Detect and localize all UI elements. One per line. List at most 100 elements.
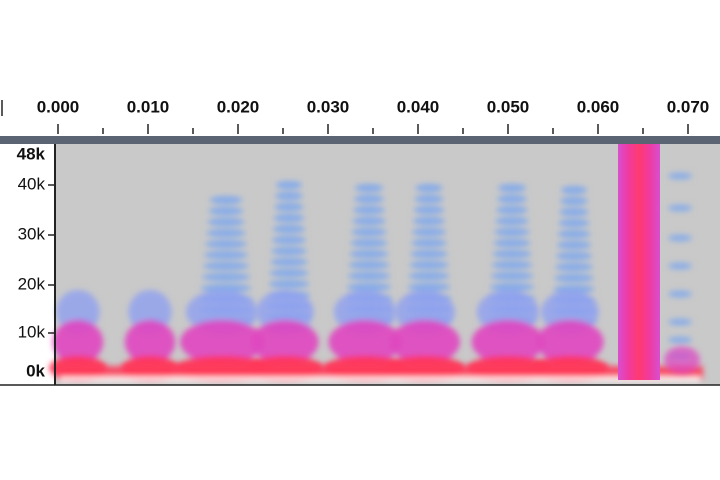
harmonic [558,219,590,227]
harmonic [555,252,593,260]
burst [531,186,609,380]
harmonic [668,204,692,212]
low-band [58,366,703,382]
harmonic [491,261,533,269]
harmonic [559,208,589,216]
time-label: 0.010 [127,97,170,116]
harmonic [410,239,448,247]
frequency-label: 40k [18,174,46,193]
energy [251,320,319,364]
harmonic [560,186,588,194]
harmonic [351,217,387,225]
harmonic [269,269,309,277]
time-label: 0.040 [397,97,440,116]
harmonic [412,217,446,225]
harmonic [496,195,528,203]
burst [466,184,550,380]
harmonic [490,272,534,280]
energy [471,320,545,364]
time-label: 0.050 [487,97,530,116]
harmonic [274,192,304,200]
harmonic [202,262,250,270]
harmonic [557,230,591,238]
frequency-label: 0k [26,361,45,380]
harmonic [352,206,386,214]
energy [328,320,402,364]
harmonic [354,184,384,192]
harmonic [556,241,592,249]
harmonic [554,274,594,282]
burst [121,290,179,380]
harmonic [270,258,308,266]
harmonic [492,250,532,258]
energy [536,320,604,364]
harmonic [347,272,391,280]
energy [60,377,700,382]
harmonic [200,284,252,292]
harmonic [353,195,385,203]
spectrogram [49,144,703,382]
energy [664,346,700,374]
harmonic [410,250,448,258]
burst [49,290,107,380]
harmonic [409,261,449,269]
harmonic [208,207,244,215]
harmonic [274,203,304,211]
track-separator [0,136,720,144]
harmonic [495,206,529,214]
harmonic [668,234,692,242]
harmonic [209,196,243,204]
burst [323,184,407,380]
time-label: 0.060 [577,97,620,116]
frequency-label: 48k [17,144,46,163]
harmonic [204,240,248,248]
harmonic [270,247,308,255]
harmonic [271,236,307,244]
harmonic [494,217,530,225]
harmonic [559,197,589,205]
harmonic [349,250,389,258]
frequency-axis: 48k 40k 30k 20k 10k 0k [17,144,55,380]
harmonic [668,172,692,180]
click-column [618,144,660,380]
time-label: 0.020 [217,97,260,116]
harmonic [407,283,451,291]
harmonic [408,272,450,280]
tail [664,172,700,374]
frequency-label: 30k [18,224,46,243]
harmonic [350,239,388,247]
harmonic [415,184,443,192]
harmonic [206,229,246,237]
harmonic [554,263,594,271]
harmonic [275,181,303,189]
energy [180,320,264,364]
frequency-label: 20k [18,274,46,293]
harmonic [207,218,245,226]
harmonic [411,228,447,236]
harmonic [348,261,390,269]
harmonic [268,280,310,288]
harmonic [201,273,251,281]
harmonic [668,290,692,298]
energy [390,320,460,364]
harmonic [413,206,445,214]
energy [58,366,703,380]
harmonic [203,251,249,259]
frequency-label: 10k [18,322,46,341]
time-ruler[interactable]: 0.000 0.010 0.020 0.030 0.040 0.050 0.060 0.070 [1,97,720,134]
harmonic [668,318,692,326]
harmonic [272,225,306,233]
harmonic [489,283,535,291]
burst [385,184,465,380]
harmonic [494,228,530,236]
time-label: 0.000 [37,97,80,116]
time-label: 0.030 [307,97,350,116]
harmonic [668,262,692,270]
harmonic [273,214,305,222]
harmonic [346,283,392,291]
harmonic [668,336,692,344]
energy [52,320,104,364]
harmonic [414,195,444,203]
harmonic [493,239,531,247]
